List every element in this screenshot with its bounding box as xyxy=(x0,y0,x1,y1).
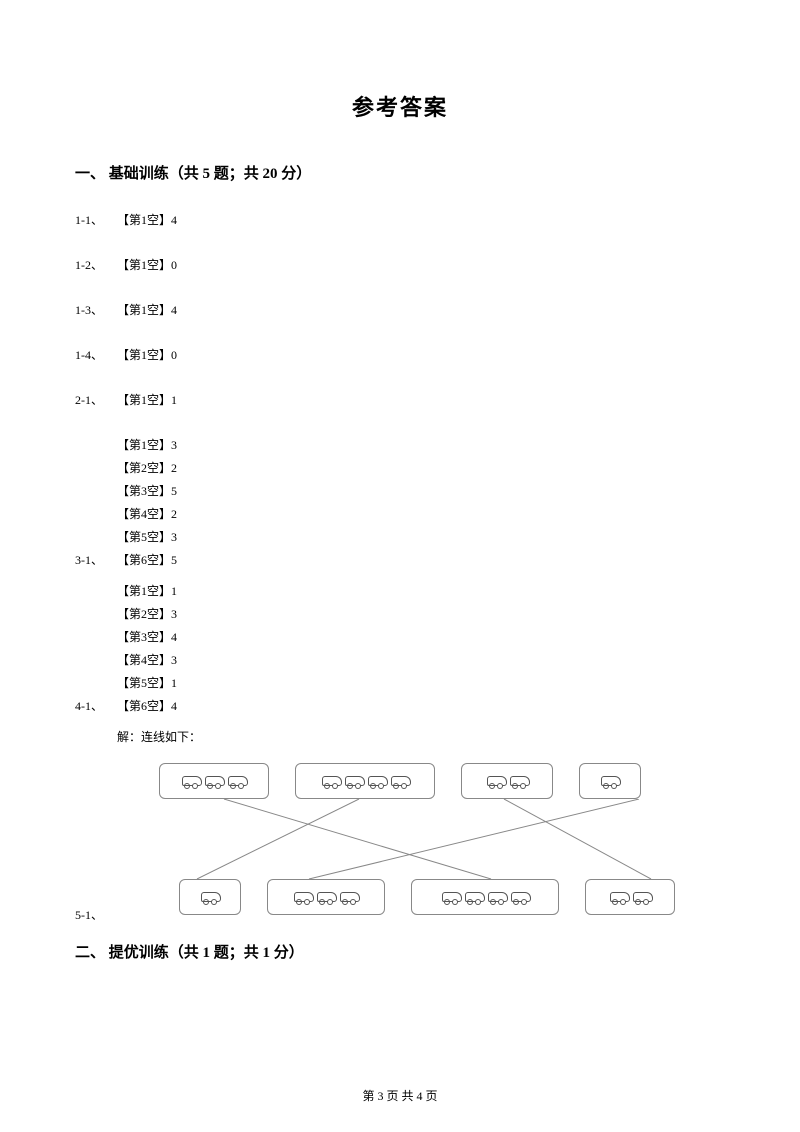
answer-text: 【第1空】4 xyxy=(117,301,177,318)
diagram-box xyxy=(295,763,435,799)
page-footer: 第 3 页 共 4 页 xyxy=(0,1087,800,1104)
car-icon xyxy=(368,776,386,787)
qnum: 1-1、 xyxy=(75,211,117,228)
answer-line: 【第3空】4 xyxy=(117,628,177,645)
car-icon xyxy=(228,776,246,787)
diagram-bottom-row xyxy=(159,879,725,915)
qnum: 5-1、 xyxy=(75,906,117,923)
car-icon xyxy=(633,892,651,903)
answer-2-1: 2-1、 【第1空】1 xyxy=(75,391,725,408)
car-icon xyxy=(511,892,529,903)
car-icon xyxy=(465,892,483,903)
answer-text: 【第1空】0 xyxy=(117,256,177,273)
car-icon xyxy=(601,776,619,787)
answer-line: 【第1空】3 xyxy=(117,436,177,453)
answer-line: 【第1空】1 xyxy=(117,582,177,599)
car-icon xyxy=(345,776,363,787)
matching-diagram xyxy=(159,763,725,915)
car-icon xyxy=(322,776,340,787)
answer-line: 【第5空】3 xyxy=(117,528,177,545)
diagram-box xyxy=(579,763,641,799)
answer-3-1: 3-1、 【第1空】3 【第2空】2 【第3空】5 【第4空】2 【第5空】3 … xyxy=(75,436,725,568)
car-icon xyxy=(182,776,200,787)
car-icon xyxy=(205,776,223,787)
answer-line: 【第6空】4 xyxy=(117,697,177,714)
answer-line: 【第4空】2 xyxy=(117,505,177,522)
answer-4-1: 4-1、 【第1空】1 【第2空】3 【第3空】4 【第4空】3 【第5空】1 … xyxy=(75,582,725,714)
qnum: 1-3、 xyxy=(75,301,117,318)
qnum: 4-1、 xyxy=(75,697,117,714)
section1-header: 一、 基础训练（共 5 题；共 20 分） xyxy=(75,162,725,183)
answer-line: 【第3空】5 xyxy=(117,482,177,499)
qnum: 3-1、 xyxy=(75,551,117,568)
car-icon xyxy=(442,892,460,903)
answer-line: 【第2空】3 xyxy=(117,605,177,622)
diagram-lines xyxy=(159,799,749,879)
car-icon xyxy=(487,776,505,787)
answer-1-1: 1-1、 【第1空】4 xyxy=(75,211,725,228)
answer-line: 【第4空】3 xyxy=(117,651,177,668)
section2-header: 二、 提优训练（共 1 题；共 1 分） xyxy=(75,941,725,962)
qnum: 1-2、 xyxy=(75,256,117,273)
qnum: 1-4、 xyxy=(75,346,117,363)
car-icon xyxy=(391,776,409,787)
qnum: 2-1、 xyxy=(75,391,117,408)
answer-line: 【第6空】5 xyxy=(117,551,177,568)
answer-lines: 【第1空】1 【第2空】3 【第3空】4 【第4空】3 【第5空】1 【第6空】… xyxy=(117,582,177,714)
car-icon xyxy=(294,892,312,903)
answer-text: 【第1空】0 xyxy=(117,346,177,363)
diagram-box xyxy=(179,879,241,915)
answer-line: 【第2空】2 xyxy=(117,459,177,476)
answer-text: 【第1空】4 xyxy=(117,211,177,228)
diagram-box xyxy=(159,763,269,799)
answer-1-3: 1-3、 【第1空】4 xyxy=(75,301,725,318)
car-icon xyxy=(488,892,506,903)
answer-1-4: 1-4、 【第1空】0 xyxy=(75,346,725,363)
answer-text: 【第1空】1 xyxy=(117,391,177,408)
car-icon xyxy=(201,892,219,903)
answer-5-1: 5-1、 xyxy=(75,763,725,923)
car-icon xyxy=(317,892,335,903)
page-title: 参考答案 xyxy=(75,90,725,122)
diagram-box xyxy=(461,763,553,799)
answer-lines: 【第1空】3 【第2空】2 【第3空】5 【第4空】2 【第5空】3 【第6空】… xyxy=(117,436,177,568)
car-icon xyxy=(510,776,528,787)
answer-line: 【第5空】1 xyxy=(117,674,177,691)
diagram-box xyxy=(411,879,559,915)
solution-label: 解：连线如下： xyxy=(117,728,725,745)
diagram-box xyxy=(267,879,385,915)
answer-1-2: 1-2、 【第1空】0 xyxy=(75,256,725,273)
diagram-top-row xyxy=(159,763,725,799)
diagram-box xyxy=(585,879,675,915)
car-icon xyxy=(610,892,628,903)
car-icon xyxy=(340,892,358,903)
